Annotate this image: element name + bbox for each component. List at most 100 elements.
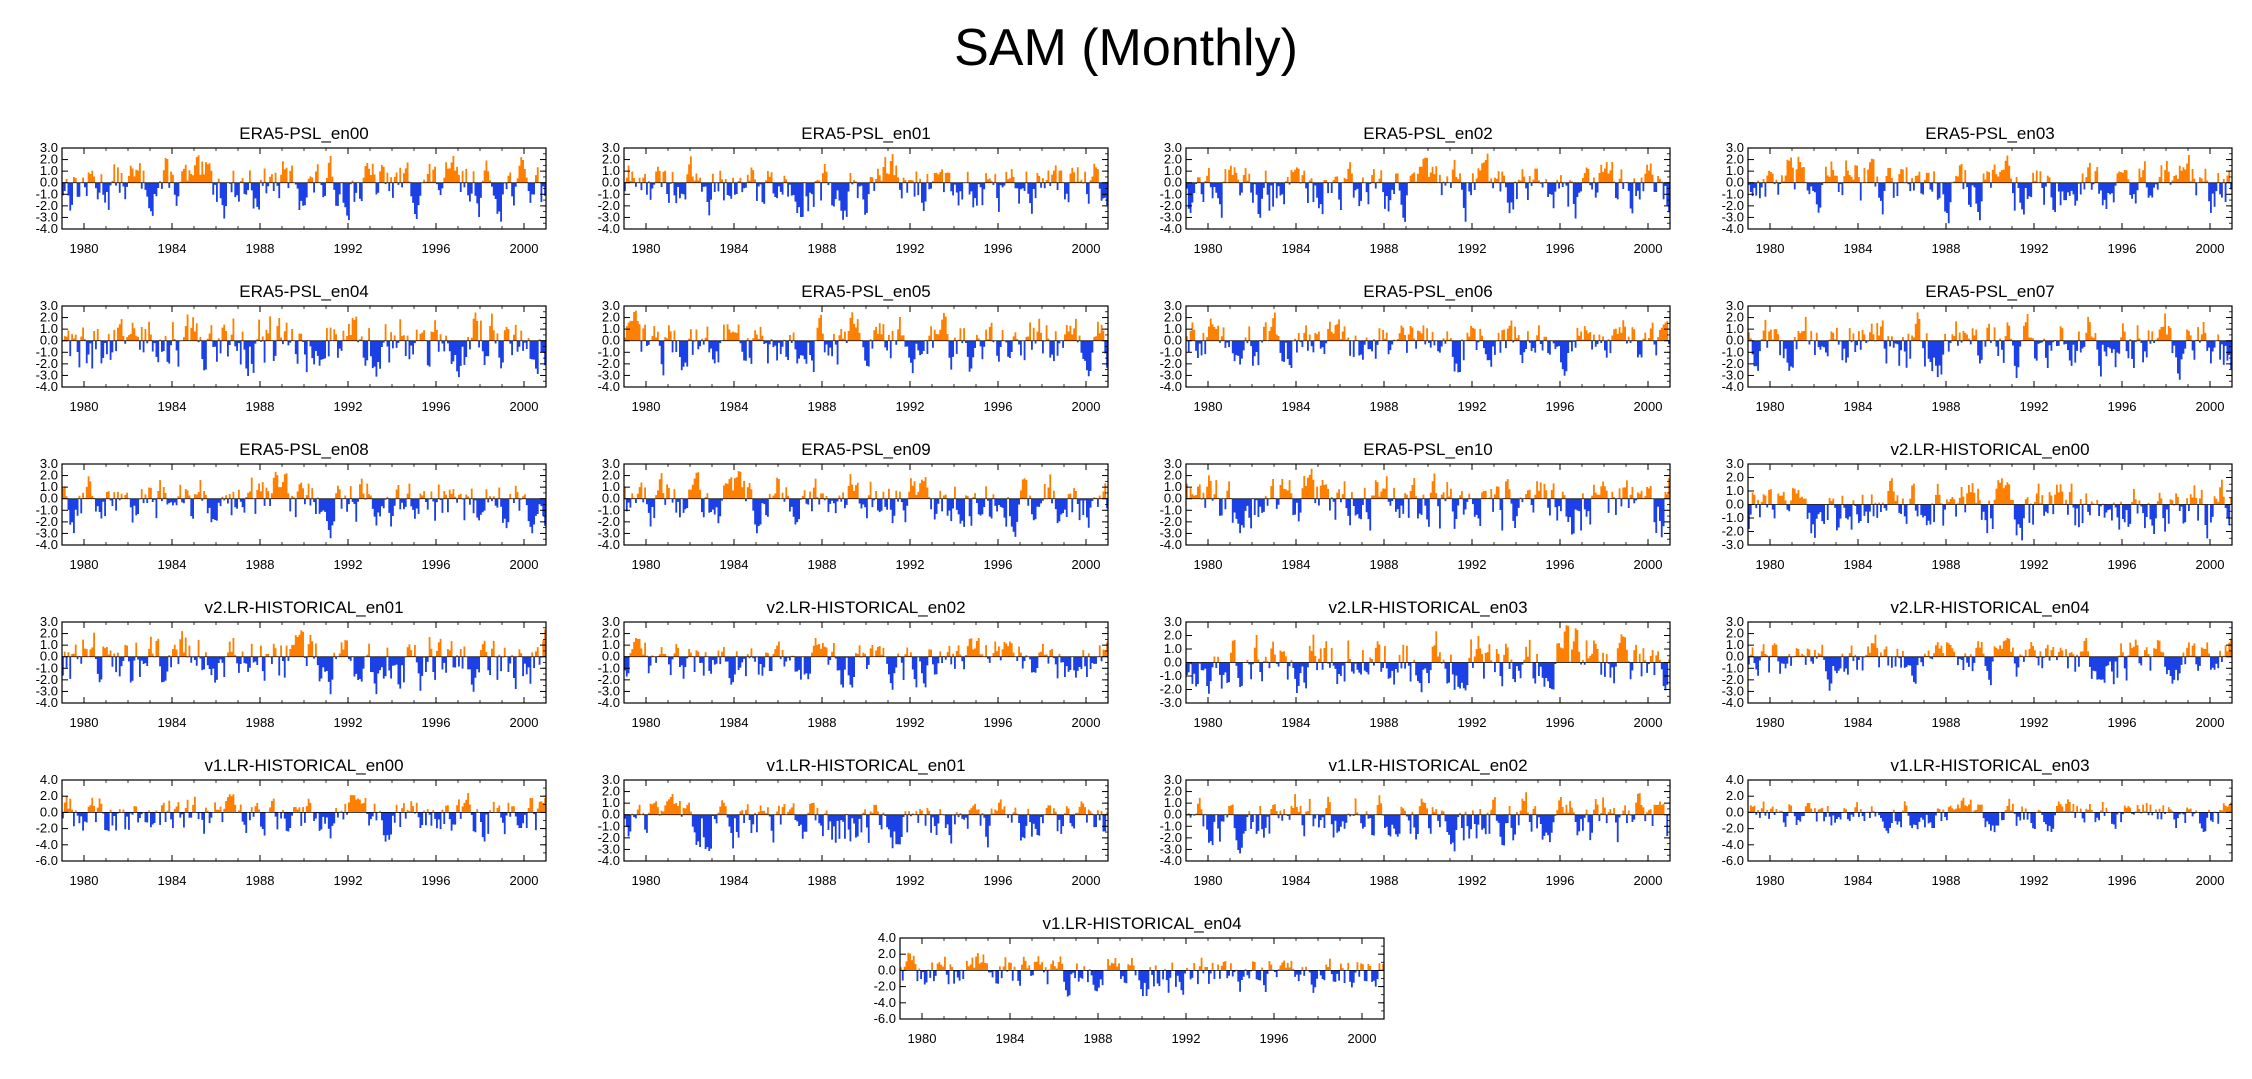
y-tick-label: -3.0: [1722, 209, 1744, 224]
y-tick-label: 3.0: [1726, 456, 1744, 471]
negative-anomaly-area: [1186, 182, 1670, 222]
x-tick-label: 2000: [1072, 873, 1101, 888]
x-tick-label: 1984: [158, 241, 187, 256]
positive-anomaly-area: [1186, 468, 1670, 499]
positive-anomaly-area: [1187, 792, 1670, 815]
negative-anomaly-area: [1187, 340, 1670, 376]
y-tick-label: 3.0: [1726, 140, 1744, 155]
positive-anomaly-area: [1748, 312, 2220, 341]
x-tick-label: 1988: [808, 715, 837, 730]
y-tick-label: 1.0: [40, 163, 58, 178]
y-tick-label: -2.0: [598, 198, 620, 213]
y-tick-label: -2.0: [1722, 524, 1744, 539]
y-tick-label: -4.0: [598, 537, 620, 552]
y-tick-label: 3.0: [602, 456, 620, 471]
y-tick-label: 1.0: [602, 795, 620, 810]
x-tick-label: 1980: [70, 241, 99, 256]
panel-ERA5-PSL_en08: ERA5-PSL_en08 3.02.01.00.0-1.0-2.0-3.0-4.…: [36, 440, 547, 572]
x-tick-label: 1984: [996, 1031, 1025, 1046]
x-tick-label: 1996: [422, 241, 451, 256]
positive-anomaly-area: [629, 637, 1108, 657]
x-tick-label: 1996: [422, 873, 451, 888]
panel-title: v1.LR-HISTORICAL_en01: [766, 756, 965, 775]
x-tick-label: 1988: [1932, 241, 1961, 256]
y-tick-label: -3.0: [1160, 841, 1182, 856]
x-tick-label: 1984: [158, 715, 187, 730]
x-tick-label: 1992: [1458, 241, 1487, 256]
y-tick-label: 2.0: [1164, 310, 1182, 325]
positive-anomaly-area: [1748, 797, 2232, 813]
y-tick-label: 2.0: [40, 310, 58, 325]
y-tick-label: -3.0: [36, 525, 58, 540]
panel-v2.LR-HISTORICAL_en02: v2.LR-HISTORICAL_en02 3.02.01.00.0-1.0-2.…: [598, 598, 1109, 730]
panel-title: v2.LR-HISTORICAL_en03: [1328, 598, 1527, 617]
x-tick-label: 1984: [720, 399, 749, 414]
negative-anomaly-area: [1186, 814, 1669, 854]
x-tick-label: 1996: [422, 715, 451, 730]
y-tick-label: -1.0: [36, 344, 58, 359]
y-tick-label: 2.0: [1164, 152, 1182, 167]
y-tick-label: 2.0: [602, 468, 620, 483]
y-tick-label: -2.0: [1722, 672, 1744, 687]
y-tick-label: -1.0: [598, 660, 620, 675]
y-tick-label: -3.0: [598, 209, 620, 224]
y-tick-label: 1.0: [40, 321, 58, 336]
y-tick-label: -2.0: [36, 672, 58, 687]
panel-title: v1.LR-HISTORICAL_en04: [1042, 914, 1241, 933]
x-tick-label: 1988: [1084, 1031, 1113, 1046]
x-tick-label: 1980: [70, 557, 99, 572]
y-tick-label: -2.0: [598, 672, 620, 687]
x-tick-label: 1992: [334, 873, 363, 888]
y-tick-label: -4.0: [598, 221, 620, 236]
y-tick-label: -3.0: [1722, 683, 1744, 698]
x-tick-label: 1988: [1932, 873, 1961, 888]
negative-anomaly-area: [1186, 662, 1669, 694]
y-tick-label: -3.0: [1722, 367, 1744, 382]
x-tick-label: 1980: [1194, 241, 1223, 256]
x-tick-label: 1984: [720, 873, 749, 888]
x-tick-label: 1988: [246, 557, 275, 572]
x-tick-label: 1992: [1458, 557, 1487, 572]
negative-anomaly-area: [69, 340, 546, 378]
y-tick-label: 2.0: [40, 468, 58, 483]
y-tick-label: -4.0: [598, 379, 620, 394]
negative-anomaly-area: [62, 656, 543, 695]
panel-title: v2.LR-HISTORICAL_en04: [1890, 598, 2089, 617]
y-tick-label: -2.0: [1160, 830, 1182, 845]
x-tick-label: 2000: [2196, 241, 2225, 256]
y-tick-label: 0.0: [40, 649, 58, 664]
x-tick-label: 2000: [1634, 241, 1663, 256]
y-tick-label: -4.0: [1160, 221, 1182, 236]
x-tick-label: 1992: [896, 399, 925, 414]
y-tick-label: 0.0: [1726, 333, 1744, 348]
x-tick-label: 2000: [1634, 557, 1663, 572]
x-tick-label: 1988: [1932, 715, 1961, 730]
y-tick-label: 0.0: [602, 807, 620, 822]
x-tick-label: 1988: [246, 873, 275, 888]
x-tick-label: 1996: [2108, 715, 2137, 730]
x-tick-label: 1980: [1756, 715, 1785, 730]
x-tick-label: 1980: [908, 1031, 937, 1046]
y-tick-label: 2.0: [1726, 152, 1744, 167]
y-tick-label: 1.0: [40, 637, 58, 652]
y-tick-label: -4.0: [36, 379, 58, 394]
negative-anomaly-area: [1748, 504, 2231, 541]
x-tick-label: 1988: [1932, 399, 1961, 414]
panel-ERA5-PSL_en09: ERA5-PSL_en09 3.02.01.00.0-1.0-2.0-3.0-4.…: [598, 440, 1109, 572]
negative-anomaly-area: [624, 182, 1108, 220]
x-tick-label: 1992: [2020, 715, 2049, 730]
y-tick-label: -1.0: [36, 502, 58, 517]
y-tick-label: 2.0: [1726, 310, 1744, 325]
panel-title: ERA5-PSL_en03: [1925, 124, 2054, 143]
y-tick-label: 1.0: [1164, 641, 1182, 656]
y-tick-label: -1.0: [1722, 510, 1744, 525]
positive-anomaly-area: [62, 471, 526, 499]
x-tick-label: 1984: [1844, 873, 1873, 888]
y-tick-label: 3.0: [602, 298, 620, 313]
y-tick-label: -3.0: [1160, 525, 1182, 540]
x-tick-label: 1996: [1546, 399, 1575, 414]
x-tick-label: 1988: [808, 557, 837, 572]
y-tick-label: -1.0: [1160, 186, 1182, 201]
x-tick-label: 1996: [1260, 1031, 1289, 1046]
panel-ERA5-PSL_en10: ERA5-PSL_en10 3.02.01.00.0-1.0-2.0-3.0-4.…: [1160, 440, 1671, 572]
